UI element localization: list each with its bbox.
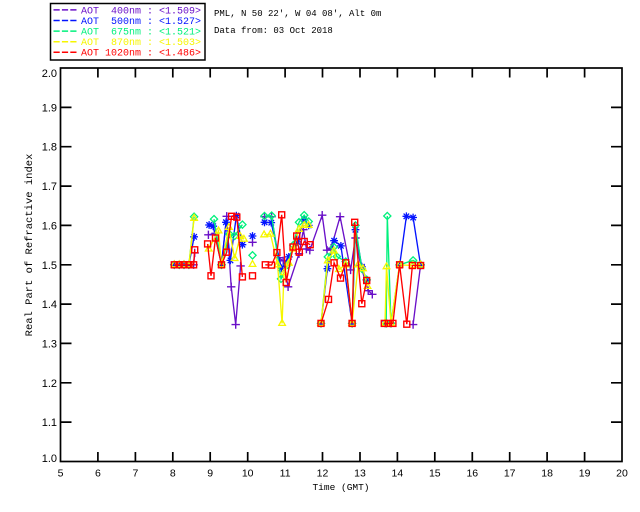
svg-text:1.9: 1.9 <box>42 102 57 114</box>
svg-text:5: 5 <box>58 467 64 479</box>
svg-text:AOT 400nm : <1.509>: AOT 400nm : <1.509> <box>81 6 201 17</box>
svg-text:AOT 870nm : <1.503>: AOT 870nm : <1.503> <box>81 38 201 49</box>
svg-text:20: 20 <box>616 467 628 479</box>
svg-text:10: 10 <box>242 467 254 479</box>
svg-text:15: 15 <box>429 467 441 479</box>
svg-text:11: 11 <box>280 467 291 479</box>
svg-text:AOT 1020nm : <1.486>: AOT 1020nm : <1.486> <box>81 49 201 60</box>
svg-text:8: 8 <box>170 467 176 479</box>
svg-text:1.0: 1.0 <box>42 453 57 465</box>
svg-text:Data from: 03 Oct 2018: Data from: 03 Oct 2018 <box>214 26 333 36</box>
svg-text:1.4: 1.4 <box>42 299 57 311</box>
svg-text:Time (GMT): Time (GMT) <box>312 482 369 493</box>
svg-text:1.5: 1.5 <box>42 260 57 272</box>
svg-text:1.7: 1.7 <box>42 181 57 193</box>
svg-text:14: 14 <box>392 467 404 479</box>
svg-text:19: 19 <box>579 467 591 479</box>
svg-text:1.8: 1.8 <box>42 142 57 154</box>
svg-text:Real Part of Refractive index: Real Part of Refractive index <box>24 154 36 337</box>
svg-text:16: 16 <box>466 467 478 479</box>
svg-text:AOT 675nm : <1.521>: AOT 675nm : <1.521> <box>81 28 201 39</box>
svg-text:1.6: 1.6 <box>42 220 57 232</box>
svg-text:18: 18 <box>541 467 553 479</box>
svg-text:9: 9 <box>207 467 213 479</box>
svg-text:6: 6 <box>95 467 101 479</box>
svg-text:1.1: 1.1 <box>42 417 57 429</box>
svg-text:1.3: 1.3 <box>42 338 57 350</box>
svg-text:PML, N 50 22', W 04 08', Alt 0: PML, N 50 22', W 04 08', Alt 0m <box>214 9 381 19</box>
svg-text:1.2: 1.2 <box>42 378 57 390</box>
svg-text:12: 12 <box>317 467 329 479</box>
svg-text:7: 7 <box>132 467 138 479</box>
svg-text:17: 17 <box>504 467 516 479</box>
svg-text:2.0: 2.0 <box>42 68 57 80</box>
svg-text:13: 13 <box>354 467 366 479</box>
svg-text:AOT 500nm : <1.527>: AOT 500nm : <1.527> <box>81 17 201 28</box>
